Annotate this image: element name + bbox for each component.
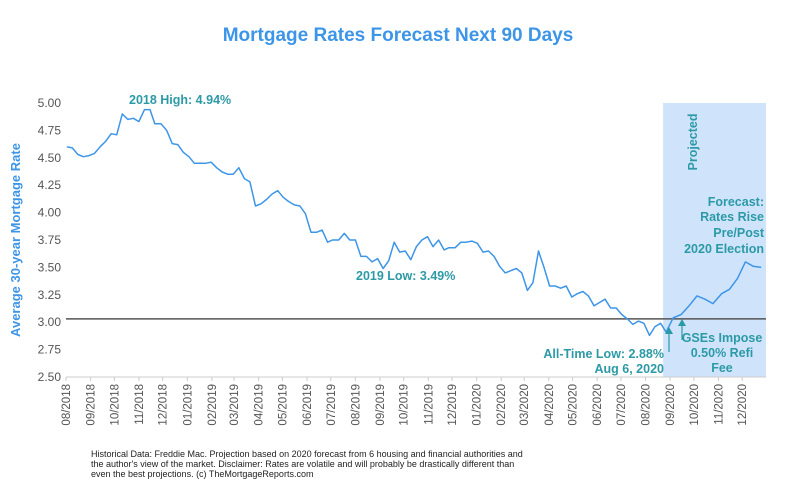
annotation-gse-fee-line-1: GSEs Impose: [682, 331, 763, 345]
x-tick-label: 03/2020: [519, 384, 531, 426]
x-tick-label: 03/2019: [229, 384, 241, 426]
x-tick-label: 07/2019: [326, 384, 338, 426]
x-tick-label: 01/2019: [182, 384, 194, 426]
x-tick-label: 08/2019: [350, 384, 362, 426]
y-tick-label: 3.75: [38, 233, 62, 247]
annotation-2018-high: 2018 High: 4.94%: [129, 93, 231, 107]
x-tick-label: 04/2019: [254, 384, 266, 426]
annotation-gse-fee-line-2: 0.50% Refi: [691, 346, 754, 360]
x-tick-label: 11/2020: [713, 384, 725, 425]
x-axis: 08/2018 09/2018 10/2018 11/2018 12/2018 01/20…: [61, 377, 749, 426]
chart-title: Mortgage Rates Forecast Next 90 Days: [223, 25, 574, 46]
x-tick-label: 07/2020: [616, 384, 628, 426]
annotation-2019-low: 2019 Low: 3.49%: [356, 269, 455, 283]
x-tick-label: 09/2019: [375, 384, 387, 426]
annotation-forecast: Forecast: Rates Rise Pre/Post 2020 Elect…: [684, 195, 765, 256]
y-tick-label: 4.50: [38, 151, 62, 165]
x-tick-label: 10/2019: [399, 384, 411, 426]
y-tick-label: 5.00: [38, 96, 62, 110]
x-tick-label: 08/2018: [61, 384, 73, 426]
annotation-gse-fee: GSEs Impose 0.50% Refi Fee: [682, 331, 763, 375]
y-tick-label: 4.75: [38, 123, 62, 137]
x-tick-label: 02/2019: [207, 384, 219, 426]
annotation-forecast-line-2: Rates Rise: [700, 210, 764, 224]
x-tick-label: 05/2019: [277, 384, 289, 426]
annotation-forecast-line-4: 2020 Election: [684, 242, 764, 256]
y-axis-label: Average 30-year Mortgage Rate: [8, 143, 23, 337]
x-tick-label: 09/2020: [665, 384, 677, 426]
arrow-all-time-low-head: [665, 327, 673, 334]
x-tick-label: 12/2018: [158, 384, 170, 426]
annotation-forecast-line-1: Forecast:: [708, 195, 764, 209]
y-tick-label: 2.50: [38, 370, 62, 384]
x-tick-label: 12/2019: [447, 384, 459, 426]
x-tick-label: 11/2018: [134, 384, 146, 425]
x-tick-label: 08/2020: [641, 384, 653, 426]
arrow-gse-fee-head: [678, 319, 686, 326]
x-tick-label: 11/2019: [423, 384, 435, 425]
annotation-all-time-low-line-1: All-Time Low: 2.88%: [543, 347, 664, 361]
projected-label: Projected: [686, 114, 700, 171]
y-tick-label: 3.00: [38, 315, 62, 329]
annotation-gse-fee-line-3: Fee: [711, 361, 733, 375]
footnote: Historical Data: Freddie Mac. Projection…: [91, 449, 523, 479]
x-tick-label: 09/2018: [86, 384, 98, 426]
y-axis: 5.00 4.75 4.50 4.25 4.00 3.75 3.50 3.25 3.00 2.75…: [38, 96, 62, 384]
x-tick-label: 06/2020: [592, 384, 604, 426]
x-tick-label: 05/2020: [568, 384, 580, 426]
x-tick-label: 12/2020: [737, 384, 749, 426]
y-tick-label: 3.50: [38, 260, 62, 274]
series-line-historical: [66, 108, 667, 337]
y-tick-label: 2.75: [38, 343, 62, 357]
x-tick-label: 02/2020: [496, 384, 508, 426]
y-tick-label: 4.00: [38, 206, 62, 220]
x-tick-label: 04/2020: [544, 384, 556, 426]
y-tick-label: 3.25: [38, 288, 62, 302]
x-tick-label: 10/2020: [689, 384, 701, 426]
annotation-all-time-low-line-2: Aug 6, 2020: [595, 362, 665, 376]
projected-region: [663, 103, 766, 377]
x-tick-label: 10/2018: [109, 384, 121, 426]
series-line-projected: [665, 261, 762, 333]
x-tick-label: 01/2020: [472, 384, 484, 426]
y-tick-label: 4.25: [38, 178, 62, 192]
annotation-forecast-line-3: Pre/Post: [713, 226, 765, 240]
x-tick-label: 06/2019: [302, 384, 314, 426]
annotation-all-time-low: All-Time Low: 2.88% Aug 6, 2020: [543, 347, 664, 376]
